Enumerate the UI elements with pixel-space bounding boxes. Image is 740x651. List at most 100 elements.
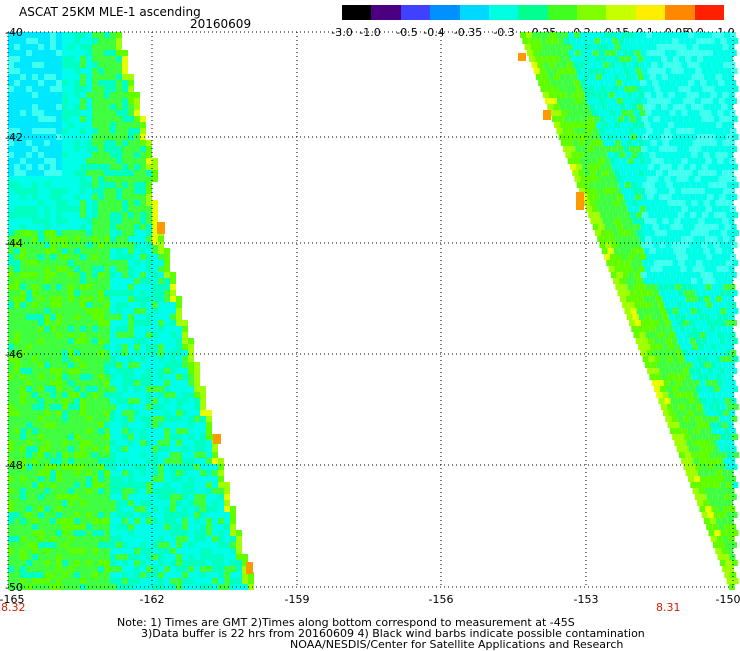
swath-cell bbox=[629, 194, 636, 200]
swath-cell bbox=[32, 212, 38, 218]
swath-cell bbox=[92, 236, 98, 242]
swath-cell bbox=[134, 98, 140, 104]
swath-cell bbox=[164, 416, 170, 422]
swath-cell bbox=[128, 440, 134, 446]
swath-cell bbox=[717, 410, 724, 416]
swath-cell bbox=[194, 476, 200, 482]
swath-cell bbox=[693, 332, 700, 338]
swath-cell bbox=[706, 524, 713, 530]
swath-cell bbox=[188, 380, 194, 386]
swath-cell bbox=[633, 158, 640, 164]
swath-cell bbox=[158, 374, 164, 380]
swath-cell bbox=[188, 464, 194, 470]
swath-cell bbox=[56, 278, 62, 284]
swath-cell bbox=[623, 68, 630, 74]
swath-cell bbox=[8, 512, 14, 518]
swath-cell bbox=[671, 68, 678, 74]
swath-cell bbox=[8, 566, 14, 572]
swath-cell bbox=[44, 188, 50, 194]
swath-cell bbox=[704, 440, 711, 446]
swath-cell bbox=[74, 308, 80, 314]
swath-cell bbox=[594, 86, 601, 92]
swath-cell bbox=[86, 446, 92, 452]
swath-cell bbox=[140, 554, 146, 560]
swath-cell bbox=[703, 518, 710, 524]
swath-cell bbox=[634, 320, 641, 326]
swath-cell bbox=[630, 38, 637, 44]
swath-cell bbox=[689, 368, 696, 374]
swath-cell bbox=[636, 182, 643, 188]
swath-cell bbox=[639, 206, 646, 212]
swath-cell bbox=[176, 434, 182, 440]
swath-cell bbox=[74, 326, 80, 332]
swath-cell bbox=[188, 386, 194, 392]
swath-cell bbox=[683, 116, 690, 122]
swath-cell bbox=[200, 506, 206, 512]
swath-cell bbox=[646, 80, 653, 86]
swath-cell bbox=[152, 518, 158, 524]
note-line-2: 3)Data buffer is 22 hrs from 20160609 4)… bbox=[141, 627, 645, 640]
swath-cell bbox=[573, 158, 580, 164]
swath-cell bbox=[68, 44, 74, 50]
swath-cell bbox=[62, 524, 68, 530]
swath-cell bbox=[686, 362, 693, 368]
swath-cell bbox=[565, 74, 572, 80]
swath-cell bbox=[660, 308, 667, 314]
swath-cell bbox=[146, 320, 152, 326]
swath-cell bbox=[712, 254, 718, 260]
swath-cell bbox=[656, 170, 663, 176]
swath-cell bbox=[32, 440, 38, 446]
swath-cell bbox=[32, 428, 38, 434]
swath-cell bbox=[628, 98, 635, 104]
swath-cell bbox=[575, 116, 582, 122]
swath-cell bbox=[146, 500, 152, 506]
swath-cell bbox=[14, 326, 20, 332]
swath-cell bbox=[98, 440, 104, 446]
swath-cell bbox=[643, 296, 650, 302]
swath-cell bbox=[631, 152, 638, 158]
swath-cell bbox=[728, 44, 735, 50]
swath-cell bbox=[170, 422, 176, 428]
swath-cell bbox=[80, 398, 86, 404]
swath-cell bbox=[689, 290, 696, 296]
swath-cell bbox=[602, 170, 609, 176]
swath-cell bbox=[116, 338, 122, 344]
swath-cell bbox=[98, 410, 104, 416]
swath-cell bbox=[44, 260, 50, 266]
swath-cell bbox=[637, 104, 644, 110]
swath-cell bbox=[50, 572, 56, 578]
swath-cell bbox=[14, 482, 20, 488]
swath-cell bbox=[44, 368, 50, 374]
swath-cell bbox=[92, 224, 98, 230]
swath-cell bbox=[718, 446, 725, 452]
swath-cell bbox=[50, 80, 56, 86]
swath-cell bbox=[80, 512, 86, 518]
swath-cell bbox=[86, 266, 92, 272]
swath-cell bbox=[14, 164, 20, 170]
swath-cell bbox=[224, 566, 230, 572]
swath-cell bbox=[176, 338, 182, 344]
swath-cell bbox=[92, 506, 98, 512]
swath-cell bbox=[116, 416, 122, 422]
swath-cell bbox=[170, 464, 176, 470]
swath-cell bbox=[50, 182, 56, 188]
swath-cell bbox=[86, 566, 92, 572]
swath-cell bbox=[724, 320, 731, 326]
swath-cell bbox=[32, 134, 38, 140]
swath-cell bbox=[134, 332, 140, 338]
swath-cell bbox=[707, 368, 714, 374]
swath-cell bbox=[44, 344, 50, 350]
swath-cell bbox=[676, 50, 683, 56]
swath-cell bbox=[50, 506, 56, 512]
swath-cell bbox=[707, 242, 714, 248]
swath-cell bbox=[62, 494, 68, 500]
swath-cell bbox=[617, 290, 624, 296]
swath-cell bbox=[8, 500, 14, 506]
swath-cell bbox=[134, 296, 140, 302]
swath-cell bbox=[104, 38, 110, 44]
swath-cell bbox=[92, 212, 98, 218]
swath-cell bbox=[122, 206, 128, 212]
swath-cell bbox=[56, 512, 62, 518]
swath-cell bbox=[663, 332, 670, 338]
swath-cell bbox=[74, 98, 80, 104]
